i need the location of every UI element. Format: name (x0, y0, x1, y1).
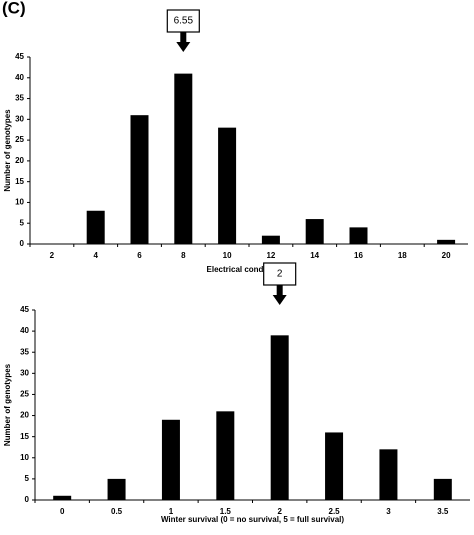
bar (86, 210, 105, 244)
y-tick-label: 30 (20, 368, 29, 377)
x-tick-label: 14 (310, 251, 319, 260)
x-tick-label: 20 (442, 251, 451, 260)
x-tick-label: 10 (223, 251, 232, 260)
x-axis-label: Winter survival (0 = no survival, 5 = fu… (161, 515, 344, 524)
x-tick-label: 0.5 (111, 507, 123, 516)
x-tick-label: 2 (50, 251, 55, 260)
bar (325, 432, 344, 500)
x-tick-label: 0 (60, 507, 65, 516)
y-tick-label: 15 (20, 432, 29, 441)
y-tick-label: 10 (20, 453, 29, 462)
y-tick-label: 45 (15, 52, 24, 61)
x-tick-label: 3.5 (437, 507, 449, 516)
annotation-arrow-head (272, 295, 287, 305)
x-tick-label: 1 (169, 507, 174, 516)
x-tick-label: 2.5 (329, 507, 341, 516)
y-tick-label: 25 (20, 390, 29, 399)
annotation-arrow-shaft (276, 285, 283, 295)
y-tick-label: 45 (20, 305, 29, 314)
annotation-arrow-head (176, 42, 191, 52)
bar (107, 478, 126, 500)
x-tick-label: 4 (93, 251, 98, 260)
bar (379, 449, 398, 500)
y-tick-label: 0 (25, 495, 30, 504)
y-tick-label: 10 (15, 198, 24, 207)
y-tick-label: 25 (15, 135, 24, 144)
y-tick-label: 30 (15, 114, 24, 123)
y-tick-label: 5 (25, 474, 30, 483)
bar (53, 495, 72, 500)
x-tick-label: 16 (354, 251, 363, 260)
bar (130, 115, 149, 244)
panel-label: (C) (2, 0, 26, 17)
y-tick-label: 20 (15, 156, 24, 165)
x-axis-label: Electrical conductivity (207, 265, 292, 274)
bar (261, 235, 280, 244)
annotation-text: 6.55 (174, 16, 194, 27)
x-tick-label: 6 (137, 251, 142, 260)
y-tick-label: 40 (15, 73, 24, 82)
y-tick-label: 40 (20, 326, 29, 335)
y-tick-label: 35 (15, 94, 24, 103)
y-tick-label: 20 (20, 411, 29, 420)
y-tick-label: 15 (15, 177, 24, 186)
bar (218, 127, 237, 244)
bar (161, 419, 180, 500)
y-axis-label: Number of genotypes (3, 363, 12, 446)
y-axis-label: Number of genotypes (3, 109, 12, 192)
bar (270, 335, 289, 500)
y-tick-label: 0 (20, 239, 25, 248)
bar (349, 227, 368, 244)
annotation-arrow-shaft (180, 32, 187, 42)
bar (216, 411, 235, 500)
x-tick-label: 18 (398, 251, 407, 260)
bar (437, 239, 456, 244)
bar (433, 478, 452, 500)
x-tick-label: 1.5 (220, 507, 232, 516)
y-tick-label: 35 (20, 347, 29, 356)
bar (174, 73, 193, 244)
bar (305, 219, 324, 244)
x-tick-label: 8 (181, 251, 186, 260)
annotation-text: 2 (277, 269, 283, 280)
x-tick-label: 12 (266, 251, 275, 260)
y-tick-label: 5 (20, 218, 25, 227)
x-tick-label: 2 (277, 507, 282, 516)
x-tick-label: 3 (386, 507, 391, 516)
